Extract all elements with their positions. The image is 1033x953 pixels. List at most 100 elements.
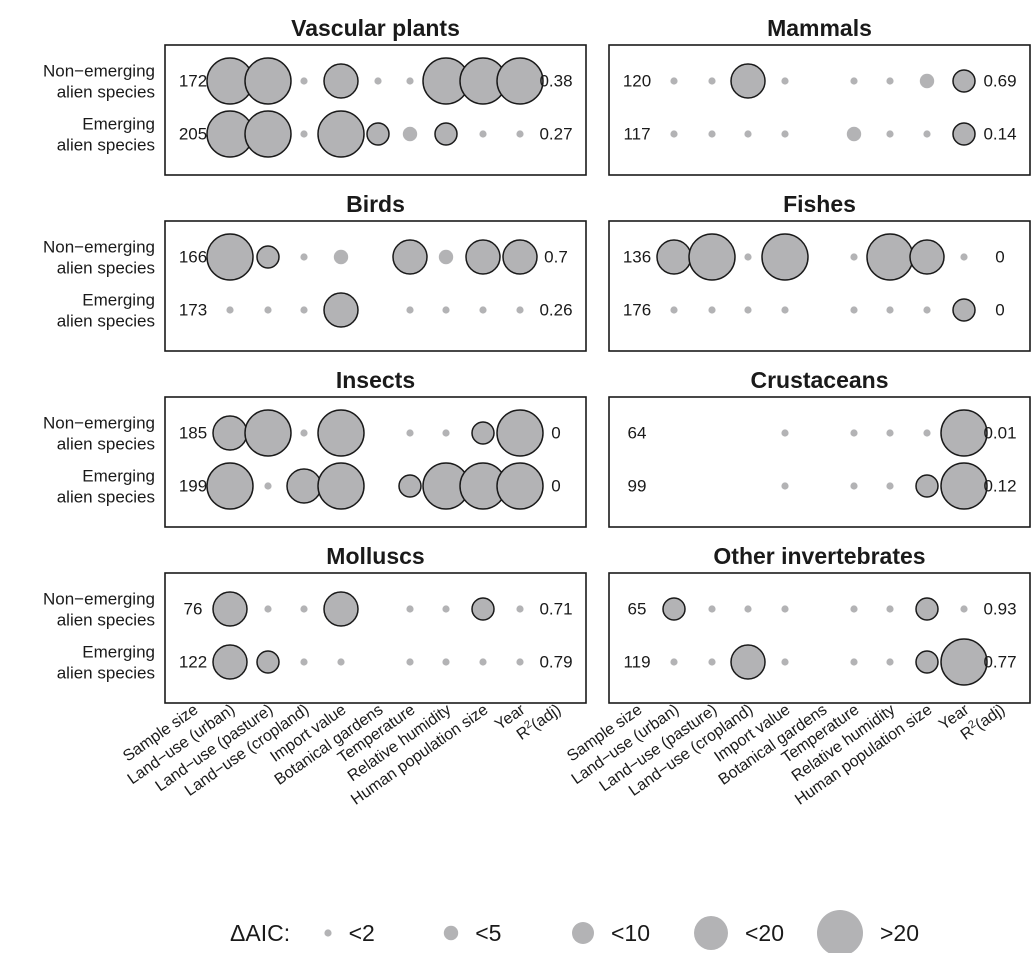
bubble [670,306,678,314]
bubble [850,429,858,437]
panel-title: Other invertebrates [713,543,925,569]
panel-frame [608,396,1031,528]
sample-size-value: 122 [179,653,207,672]
bubble [960,253,968,261]
bubble [323,591,359,627]
bubble [850,77,858,85]
legend-label: >20 [880,920,919,946]
sample-size-value: 185 [179,424,207,443]
row-label-line2: alien species [57,611,155,630]
bubble [406,77,414,85]
bubble [516,306,524,314]
bubble [915,650,939,674]
sample-size-value: 172 [179,72,207,91]
bubble [866,233,914,281]
bubble [286,468,322,504]
row-label-line2: alien species [57,259,155,278]
bubble [256,245,280,269]
bubble [300,429,308,437]
panel-title: Molluscs [326,543,424,569]
r2-value: 0 [995,248,1004,267]
bubble [744,605,752,613]
legend-label: <10 [611,920,650,946]
r2-value: 0.71 [539,600,572,619]
bubble [923,130,931,138]
sample-size-value: 176 [623,301,651,320]
bubble [206,233,254,281]
bubble [730,644,766,680]
row-label-line2: alien species [57,664,155,683]
legend-bubble [817,910,863,953]
bubble [886,605,894,613]
bubble [212,415,248,451]
bubble [471,597,495,621]
bubble [923,429,931,437]
bubble [502,239,538,275]
bubble [442,658,450,666]
row-label-line2: alien species [57,488,155,507]
sample-size-value: 205 [179,125,207,144]
bubble [442,306,450,314]
bubble [516,605,524,613]
panel-title: Insects [336,367,415,393]
bubble [479,130,487,138]
bubble [212,644,248,680]
bubble [406,658,414,666]
panel-title: Vascular plants [291,15,460,41]
r2-value: 0.69 [983,72,1016,91]
bubble [471,421,495,445]
bubble [212,591,248,627]
sample-size-value: 64 [628,424,647,443]
sample-size-value: 166 [179,248,207,267]
bubble [226,306,234,314]
bubble [744,253,752,261]
bubble [886,77,894,85]
bubble [264,605,272,613]
panel-frame [608,572,1031,704]
bubble [781,482,789,490]
bubble [781,77,789,85]
bubble [244,409,292,457]
panel-birds: Birds Non−emerging alien species 166 0.7 Emer… [43,191,587,352]
row-label-line1: Non−emerging [43,414,155,433]
row-label-line1: Non−emerging [43,590,155,609]
bubble [688,233,736,281]
bubble [886,130,894,138]
bubble [300,130,308,138]
bubble [323,292,359,328]
r2-value: 0 [551,424,560,443]
bubble [670,130,678,138]
bubble [317,409,365,457]
panel-crustaceans: Crustaceans 64 0.01 99 0.12 [608,367,1031,528]
bubble [317,462,365,510]
r2-value: 0 [551,477,560,496]
row-label-line1: Non−emerging [43,238,155,257]
r2-value: 0.27 [539,125,572,144]
bubble [438,249,454,265]
r2-value: 0.12 [983,477,1016,496]
bubble [392,239,428,275]
bubble [846,126,862,142]
r2-value: 0.79 [539,653,572,672]
row-label-line1: Emerging [82,467,155,486]
bubble [886,429,894,437]
bubble [244,57,292,105]
row-label-line1: Non−emerging [43,62,155,81]
bubble [442,605,450,613]
bubble [256,650,280,674]
bubble [744,306,752,314]
bubble [744,130,752,138]
r2-value: 0.7 [544,248,568,267]
panel-frame [608,220,1031,352]
bubble [781,658,789,666]
bubble [656,239,692,275]
bubble [496,462,544,510]
sample-size-value: 119 [623,653,650,672]
bubble [886,482,894,490]
legend-bubble [694,916,728,950]
panel-insects: Insects Non−emerging alien species 185 0 Emer… [43,367,587,528]
bubble [670,77,678,85]
bubble [761,233,809,281]
bubble [406,429,414,437]
bubble [886,658,894,666]
